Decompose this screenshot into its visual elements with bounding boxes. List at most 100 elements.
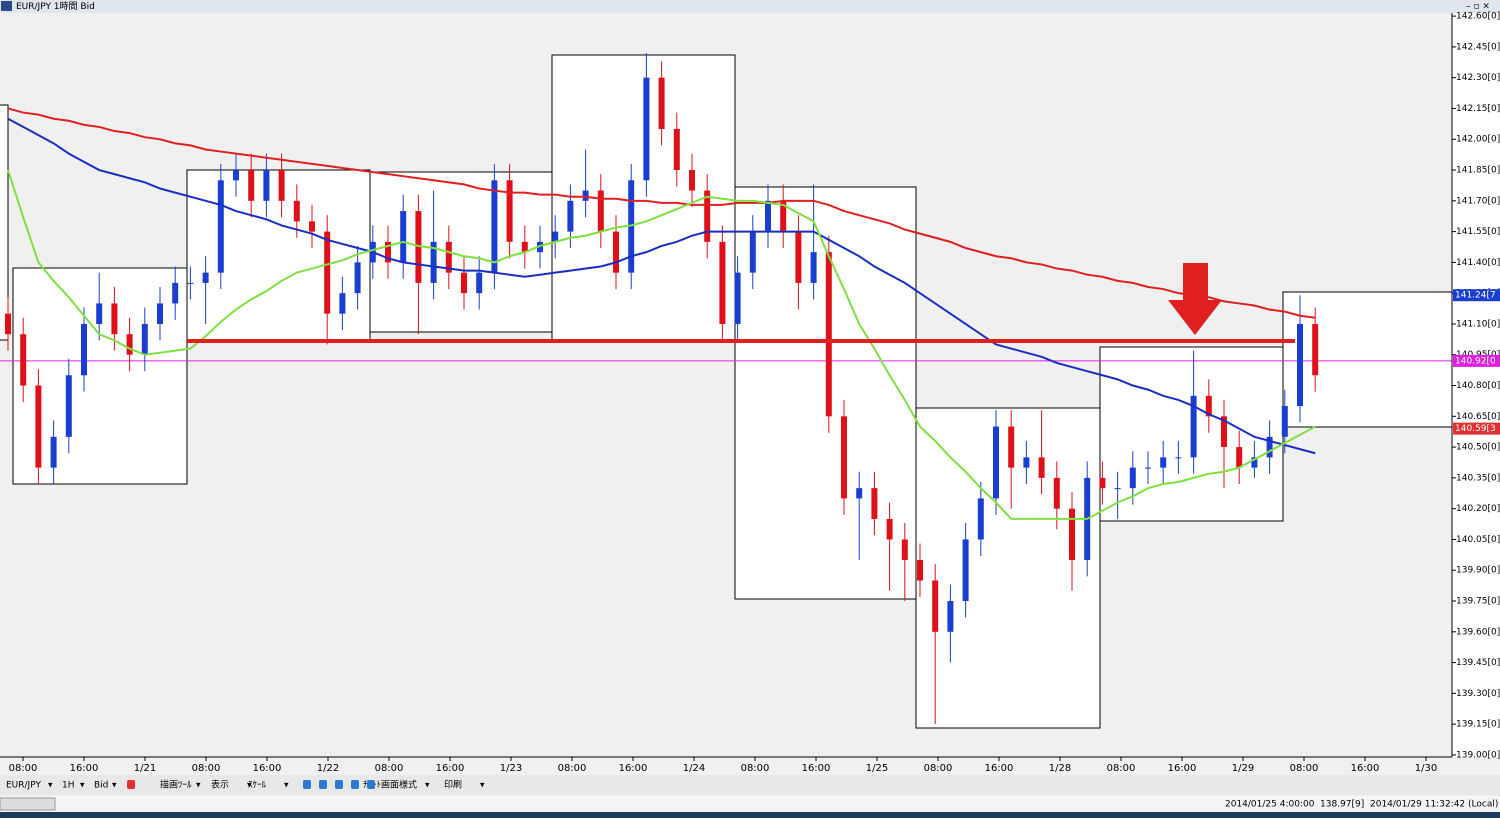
- x-tick-label: 08:00: [558, 763, 587, 774]
- candle-body: [552, 231, 559, 242]
- candle-body: [719, 241, 726, 324]
- candle-body: [5, 313, 11, 335]
- x-tick-label: 08:00: [375, 763, 404, 774]
- candle-body: [263, 170, 270, 201]
- candle-body: [248, 170, 255, 201]
- moving-average: [7, 107, 1316, 319]
- candle-body: [1053, 477, 1060, 509]
- tool-icon[interactable]: [335, 780, 343, 789]
- y-axis-panel: [1452, 13, 1500, 757]
- candle-body: [613, 231, 619, 273]
- candle-body: [81, 323, 87, 376]
- candle-body: [749, 231, 756, 273]
- y-tick-label: 139.00[0]: [1456, 750, 1500, 760]
- candle-body: [50, 436, 57, 468]
- y-tick-label: 141.10[0]: [1456, 319, 1500, 329]
- y-tick-label: 139.30[0]: [1456, 689, 1500, 699]
- candle-body: [795, 231, 802, 283]
- candle-body: [947, 601, 954, 632]
- candle-body: [689, 170, 695, 191]
- arrow: [1168, 263, 1222, 335]
- candle-body: [400, 211, 407, 263]
- x-tick-label: 16:00: [253, 763, 282, 774]
- y-tick-label: 142.60[0]: [1456, 12, 1500, 22]
- x-tick-label: 16:00: [436, 763, 465, 774]
- tool-icon[interactable]: [351, 780, 359, 789]
- candle-body: [278, 170, 285, 201]
- x-tick-label: 1/28: [1049, 763, 1071, 774]
- toolbar: [0, 775, 1500, 795]
- candle-body: [96, 303, 103, 324]
- dropdown-arrow: ▾: [284, 781, 289, 791]
- x-tick-label: 08:00: [9, 763, 38, 774]
- y-tick-label: 140.50[0]: [1456, 443, 1500, 453]
- title-bar: [0, 0, 1500, 13]
- candle-body: [962, 539, 969, 602]
- y-tick-label: 140.80[0]: [1456, 381, 1500, 391]
- candle-body: [628, 180, 635, 273]
- candle-body: [734, 272, 741, 324]
- candle-body: [415, 211, 422, 283]
- candle-body: [309, 221, 315, 232]
- dropdown-arrow: ▾: [480, 781, 485, 791]
- candle-body: [780, 200, 787, 232]
- candle-body: [977, 498, 984, 540]
- tool-icon[interactable]: [367, 780, 375, 789]
- candle-body: [1281, 406, 1288, 437]
- status-text: 2014/01/25 4:00:00: [1225, 800, 1315, 810]
- tool-icon[interactable]: [319, 780, 327, 789]
- toolbar-item[interactable]: ｽｹｰﾙ: [248, 780, 267, 791]
- tool-icon[interactable]: [127, 780, 135, 789]
- y-tick-label: 140.20[0]: [1456, 504, 1500, 514]
- x-tick-label: 1/29: [1232, 763, 1254, 774]
- toolbar-item[interactable]: Bid: [94, 781, 108, 791]
- candle-body: [1297, 323, 1303, 407]
- candle-body: [567, 200, 574, 232]
- toolbar-item[interactable]: 描画ﾂｰﾙ: [160, 779, 192, 791]
- candle-body: [445, 241, 452, 273]
- candle-body: [1190, 395, 1197, 458]
- candle-body: [886, 518, 893, 540]
- candle-body: [1114, 488, 1121, 490]
- candle-body: [111, 303, 118, 335]
- candle-body: [1312, 323, 1319, 376]
- candle-body: [917, 559, 923, 581]
- x-tick-label: 16:00: [619, 763, 648, 774]
- candle-body: [385, 241, 391, 263]
- window-controls[interactable]: – ▫ ×: [1466, 2, 1490, 12]
- scrollbar[interactable]: [0, 797, 56, 811]
- dropdown-arrow: ▾: [112, 781, 117, 791]
- toolbar-item[interactable]: ﾁｬｰﾄ画面様式: [363, 779, 417, 791]
- x-tick-label: 08:00: [924, 763, 953, 774]
- x-tick-label: 1/30: [1415, 763, 1437, 774]
- y-tick-label: 140.65[0]: [1456, 412, 1500, 422]
- x-tick-label: 08:00: [1290, 763, 1319, 774]
- y-tick-label: 139.45[0]: [1456, 658, 1500, 668]
- y-tick-label: 141.85[0]: [1456, 166, 1500, 176]
- candle-body: [202, 272, 209, 283]
- toolbar-item[interactable]: 表示: [211, 780, 229, 791]
- moving-average: [7, 169, 1316, 520]
- range-box: [915, 407, 1101, 729]
- candle-body: [841, 416, 847, 499]
- candle-body: [157, 303, 163, 324]
- x-tick-label: 08:00: [741, 763, 770, 774]
- toolbar-item[interactable]: EUR/JPY: [6, 781, 41, 791]
- candle-body: [871, 488, 878, 519]
- candle-body: [141, 323, 148, 355]
- price-label-box: [1453, 289, 1500, 302]
- tool-icon[interactable]: [303, 780, 311, 789]
- candle-body: [1069, 508, 1075, 560]
- toolbar-item[interactable]: 印刷: [444, 779, 462, 791]
- x-tick-label: 1/22: [317, 763, 339, 774]
- range-box: [0, 104, 9, 341]
- dropdown-arrow: ▾: [48, 781, 53, 791]
- range-box: [734, 186, 917, 600]
- price-label: 141.24[7: [1455, 291, 1496, 301]
- candle-body: [521, 241, 528, 253]
- candle-body: [217, 180, 224, 273]
- toolbar-item[interactable]: 1H: [62, 781, 75, 791]
- candle-body: [126, 334, 133, 355]
